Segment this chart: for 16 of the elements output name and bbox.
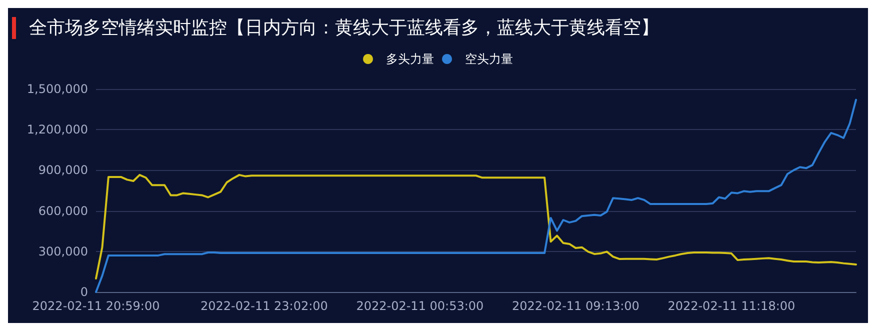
chart-title: 全市场多空情绪实时监控【日内方向：黄线大于蓝线看多，蓝线大于黄线看空】 <box>29 18 659 38</box>
x-tick-label: 2022-02-11 20:59:00 <box>32 299 160 313</box>
x-tick-label: 2022-02-11 00:53:00 <box>356 299 484 313</box>
x-tick-label: 2022-02-11 09:13:00 <box>512 299 640 313</box>
y-tick-label: 0 <box>80 285 88 299</box>
y-tick-label: 900,000 <box>38 163 88 178</box>
line-series <box>95 98 857 293</box>
x-tick-label: 2022-02-11 11:18:00 <box>668 299 796 313</box>
y-tick-label: 300,000 <box>38 244 88 258</box>
y-tick-label: 1,200,000 <box>26 122 88 137</box>
line-series <box>95 174 857 280</box>
x-tick-label: 2022-02-11 23:02:00 <box>200 299 328 313</box>
y-tick-label: 1,500,000 <box>26 82 88 96</box>
legend-label: 空头力量 <box>465 52 513 66</box>
y-tick-label: 600,000 <box>38 204 88 218</box>
legend-label: 多头力量 <box>386 52 434 66</box>
